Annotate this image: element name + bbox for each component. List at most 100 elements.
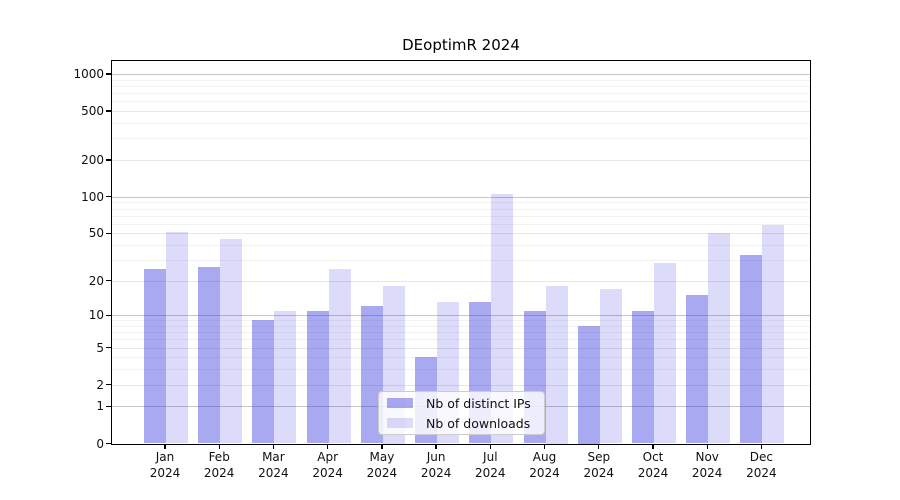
x-label-year: 2024 [203, 465, 235, 480]
gridline-5 [112, 347, 810, 349]
bar-nov-downloads [708, 233, 731, 444]
y-tick-mark-1 [106, 405, 112, 408]
x-tick-mark-may [381, 444, 383, 449]
bar-sep-distinct-ips [577, 326, 600, 444]
x-label-month: Nov [695, 450, 719, 464]
x-tick-label-dec: Dec 2024 [731, 450, 791, 481]
x-tick-mark-mar [272, 444, 275, 449]
legend-label-downloads: Nb of downloads [426, 415, 531, 431]
y-tick-label-5: 5 [96, 340, 104, 355]
x-label-month: Apr [317, 450, 339, 464]
x-tick-mark-sep [598, 444, 600, 449]
x-label-month: Aug [532, 450, 557, 464]
y-tick-label-500: 500 [81, 104, 104, 118]
x-tick-mark-jul [489, 444, 491, 449]
bar-jul-downloads [491, 194, 514, 444]
x-label-month: May [369, 450, 395, 464]
x-tick-label-mar: Mar 2024 [243, 450, 303, 481]
x-tick-label-jan: Jan 2024 [135, 450, 195, 481]
gridline-500 [112, 111, 810, 112]
bar-oct-distinct-ips [632, 310, 654, 444]
x-label-month: Dec [749, 450, 773, 464]
x-tick-label-jul: Jul 2024 [460, 450, 520, 481]
minor-gridline-400 [112, 122, 810, 124]
x-label-month: Oct [642, 450, 664, 464]
legend: Nb of distinct IPs Nb of downloads [378, 391, 545, 435]
y-tick-label-1: 1 [96, 399, 104, 414]
bar-mar-distinct-ips [252, 320, 275, 444]
x-tick-mark-jun [435, 444, 437, 449]
x-label-month: Jun [426, 450, 446, 464]
legend-item-downloads: Nb of downloads [387, 415, 536, 432]
x-tick-mark-feb [218, 444, 220, 449]
x-label-year: 2024 [420, 465, 452, 480]
bar-oct-downloads [654, 263, 676, 444]
y-tick-mark-2 [106, 384, 112, 386]
bar-may-distinct-ips [360, 306, 383, 444]
legend-item-distinct-ips: Nb of distinct IPs [387, 395, 536, 412]
y-tick-mark-200 [106, 159, 112, 161]
x-tick-label-sep: Sep 2024 [569, 450, 629, 481]
legend-label-distinct-ips: Nb of distinct IPs [426, 395, 531, 411]
x-tick-mark-oct [652, 444, 654, 449]
x-label-year: 2024 [312, 465, 343, 480]
minor-gridline-700 [112, 93, 810, 95]
x-tick-mark-dec [760, 444, 763, 449]
bar-apr-distinct-ips [306, 310, 329, 444]
minor-gridline-9 [112, 320, 810, 322]
x-label-month: Sep [587, 450, 611, 464]
y-tick-label-2: 2 [96, 377, 104, 392]
minor-gridline-90 [112, 202, 810, 204]
gridline-1000 [112, 74, 810, 75]
y-tick-label-50: 50 [88, 226, 104, 241]
minor-gridline-80 [112, 208, 810, 210]
x-label-year: 2024 [529, 465, 560, 480]
gridline-20 [112, 280, 810, 282]
bar-nov-distinct-ips [686, 295, 709, 444]
x-tick-label-may: May 2024 [352, 450, 412, 481]
y-tick-label-200: 200 [81, 152, 104, 167]
y-tick-mark-20 [106, 280, 112, 282]
bar-feb-distinct-ips [198, 267, 221, 444]
minor-gridline-8 [112, 326, 810, 327]
y-tick-mark-1000 [106, 73, 112, 75]
x-label-year: 2024 [691, 465, 723, 480]
x-label-year: 2024 [583, 465, 615, 480]
x-label-year: 2024 [149, 465, 181, 480]
minor-gridline-800 [112, 85, 810, 87]
x-tick-label-oct: Oct 2024 [623, 450, 683, 481]
bar-dec-distinct-ips [740, 254, 763, 444]
gridline-50 [112, 233, 810, 235]
x-label-month: Mar [262, 450, 285, 464]
gridline-100 [112, 196, 810, 198]
minor-gridline-40 [112, 244, 810, 246]
legend-swatch-distinct-ips [387, 398, 413, 408]
x-tick-label-aug: Aug 2024 [515, 450, 575, 481]
x-label-year: 2024 [637, 465, 669, 480]
x-label-month: Jul [483, 450, 498, 464]
bar-jan-distinct-ips [144, 269, 166, 444]
minor-gridline-7 [112, 332, 810, 334]
minor-gridline-30 [112, 259, 810, 261]
legend-swatch-downloads [387, 418, 413, 428]
minor-gridline-900 [112, 79, 810, 81]
minor-gridline-600 [112, 101, 810, 103]
minor-gridline-70 [112, 215, 810, 217]
bar-jan-downloads [166, 232, 188, 444]
x-tick-label-feb: Feb 2024 [189, 450, 249, 481]
y-tick-mark-0 [106, 442, 112, 445]
y-tick-mark-100 [106, 196, 112, 198]
y-tick-label-20: 20 [88, 273, 104, 288]
x-tick-label-apr: Apr 2024 [298, 450, 358, 481]
y-tick-mark-5 [106, 347, 112, 349]
x-label-year: 2024 [746, 465, 777, 480]
gridline-200 [112, 159, 810, 161]
y-tick-label-1000: 1000 [73, 67, 104, 81]
gridline-2 [112, 384, 810, 386]
bar-mar-downloads [274, 310, 297, 444]
x-tick-mark-aug [543, 444, 546, 449]
gridline-10 [112, 315, 810, 317]
y-tick-label-10: 10 [88, 308, 104, 323]
bar-apr-downloads [328, 269, 351, 444]
